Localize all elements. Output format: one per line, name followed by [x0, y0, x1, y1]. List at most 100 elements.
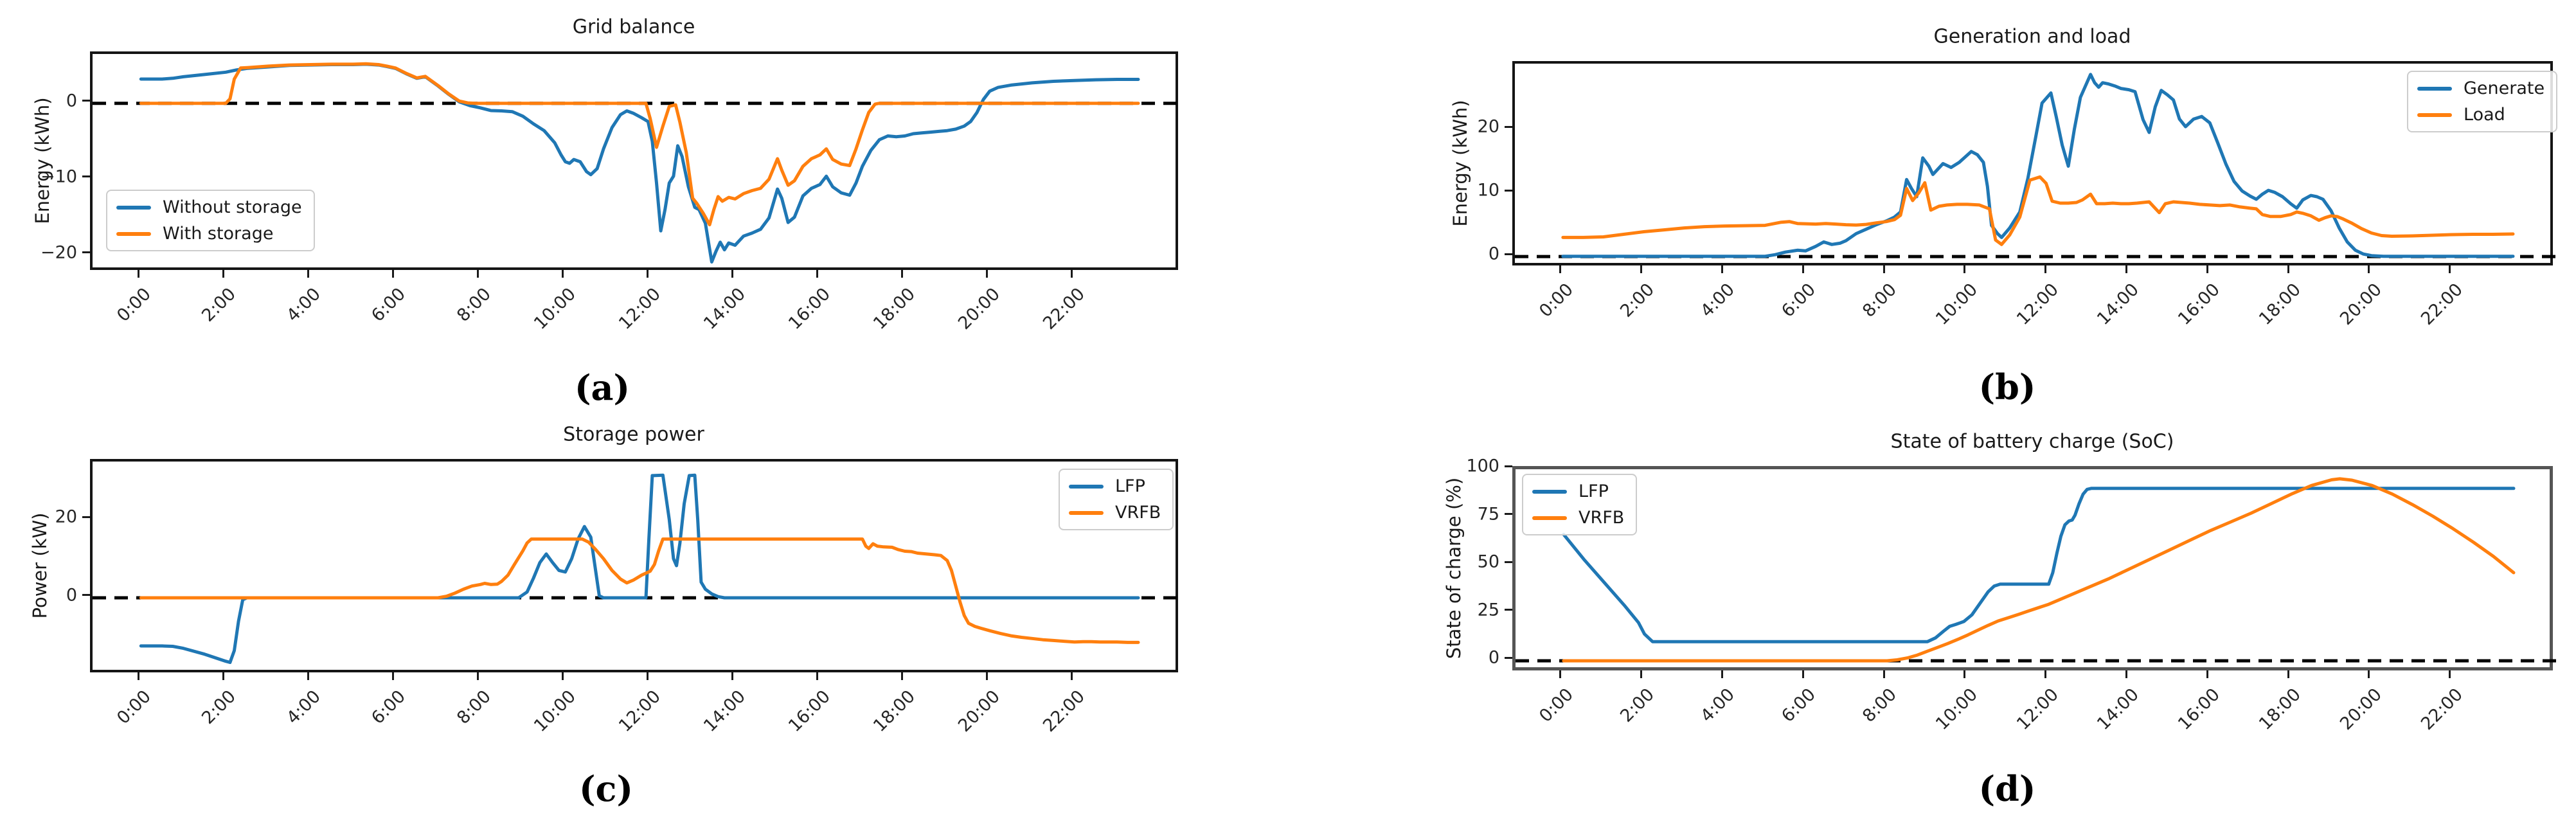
chart-canvas [1516, 477, 2556, 663]
y-tick-mark [82, 594, 90, 597]
x-tick-label: 4:00 [283, 687, 325, 728]
x-tick-label: 22:00 [1039, 687, 1089, 736]
y-tick-label: −10 [40, 166, 77, 187]
x-tick-mark [1963, 265, 1966, 273]
y-tick-mark [1505, 513, 1512, 515]
legend: Generate Load [2407, 71, 2558, 132]
x-tick-label: 8:00 [452, 687, 495, 728]
x-tick-mark [1640, 670, 1643, 678]
x-tick-mark [1883, 265, 1885, 273]
chart-title: Grid balance [572, 15, 695, 39]
x-tick-label: 6:00 [368, 284, 410, 326]
y-tick-mark [1505, 189, 1512, 192]
x-tick-mark [816, 270, 819, 278]
y-tick-label: 0 [66, 91, 77, 111]
x-tick-label: 2:00 [1616, 685, 1658, 726]
x-tick-mark [2206, 670, 2208, 678]
x-tick-label: 16:00 [2174, 685, 2224, 734]
x-tick-label: 4:00 [1697, 685, 1739, 726]
x-tick-mark [2206, 265, 2208, 273]
legend: Without storage With storage [106, 190, 315, 251]
x-tick-label: 16:00 [784, 284, 834, 334]
y-tick-mark [1505, 656, 1512, 659]
x-tick-label: 2:00 [198, 284, 240, 326]
x-tick-label: 8:00 [1859, 280, 1901, 321]
x-tick-label: 20:00 [954, 284, 1004, 334]
legend-entry: VRFB [1069, 504, 1161, 521]
legend-label: With storage [163, 224, 274, 244]
y-tick-mark [1505, 253, 1512, 255]
legend-line-swatch [1532, 516, 1567, 520]
x-tick-label: 10:00 [530, 687, 580, 736]
legend: LFP VRFB [1522, 474, 1638, 535]
x-tick-label: 0:00 [113, 687, 156, 728]
y-axis-label: Energy (kWh) [31, 97, 53, 224]
x-tick-label: 12:00 [614, 687, 665, 736]
x-tick-mark [2125, 265, 2127, 273]
x-tick-mark [901, 270, 904, 278]
legend-label: VRFB [1115, 503, 1161, 523]
x-tick-mark [2449, 670, 2451, 678]
chart-title: Storage power [563, 423, 704, 446]
x-tick-label: 20:00 [2336, 280, 2386, 329]
x-tick-mark [1802, 265, 1804, 273]
x-tick-label: 8:00 [1859, 685, 1901, 726]
x-tick-label: 20:00 [954, 687, 1004, 736]
legend-line-swatch [2417, 86, 2452, 91]
x-tick-mark [477, 270, 479, 278]
x-tick-mark [1071, 672, 1073, 680]
x-tick-mark [1640, 265, 1643, 273]
x-tick-mark [1963, 670, 1966, 678]
legend-label: LFP [1115, 476, 1145, 496]
x-tick-label: 20:00 [2336, 685, 2386, 734]
x-tick-label: 14:00 [699, 687, 749, 736]
chart-canvas [93, 473, 1181, 664]
y-tick-mark [82, 516, 90, 518]
x-tick-mark [222, 672, 224, 680]
x-tick-label: 16:00 [784, 687, 834, 736]
x-tick-label: 12:00 [614, 284, 665, 334]
subfigure-caption: (a) [574, 367, 631, 408]
legend-entry: Load [2417, 106, 2545, 123]
legend-line-swatch [116, 205, 151, 210]
x-tick-mark [1071, 270, 1073, 278]
y-tick-label: 100 [1466, 456, 1499, 476]
legend-line-swatch [1532, 489, 1567, 494]
x-tick-label: 10:00 [1931, 280, 1981, 329]
x-tick-mark [2368, 265, 2370, 273]
x-tick-mark [2287, 670, 2289, 678]
x-tick-mark [1721, 670, 1723, 678]
y-tick-mark [82, 175, 90, 178]
x-tick-mark [1802, 670, 1804, 678]
x-tick-mark [986, 270, 988, 278]
x-tick-label: 0:00 [1535, 280, 1577, 321]
x-tick-label: 22:00 [1039, 284, 1089, 334]
legend-entry: LFP [1532, 483, 1624, 500]
x-tick-mark [2125, 670, 2127, 678]
x-tick-mark [477, 672, 479, 680]
legend-entry: With storage [116, 225, 302, 242]
x-tick-mark [1883, 670, 1885, 678]
x-tick-mark [391, 270, 394, 278]
chart-canvas [1515, 73, 2555, 258]
x-tick-label: 10:00 [530, 284, 580, 334]
series-line-lfp [1562, 487, 2516, 643]
subfigure-caption: (b) [1978, 366, 2036, 408]
legend-entry: LFP [1069, 478, 1161, 495]
x-tick-label: 18:00 [869, 687, 919, 736]
y-tick-mark [1505, 125, 1512, 128]
x-tick-label: 0:00 [113, 284, 156, 326]
legend-line-swatch [1069, 510, 1104, 515]
legend-label: Generate [2464, 78, 2545, 98]
x-tick-mark [391, 672, 394, 680]
y-tick-label: 75 [1477, 504, 1499, 524]
x-tick-label: 18:00 [2255, 280, 2305, 329]
x-tick-mark [222, 270, 224, 278]
x-tick-mark [1559, 670, 1562, 678]
legend-label: Without storage [163, 197, 302, 217]
chart-title: State of battery charge (SoC) [1890, 430, 2174, 453]
x-tick-mark [901, 672, 904, 680]
y-tick-label: 10 [1477, 180, 1499, 201]
x-tick-mark [647, 270, 649, 278]
